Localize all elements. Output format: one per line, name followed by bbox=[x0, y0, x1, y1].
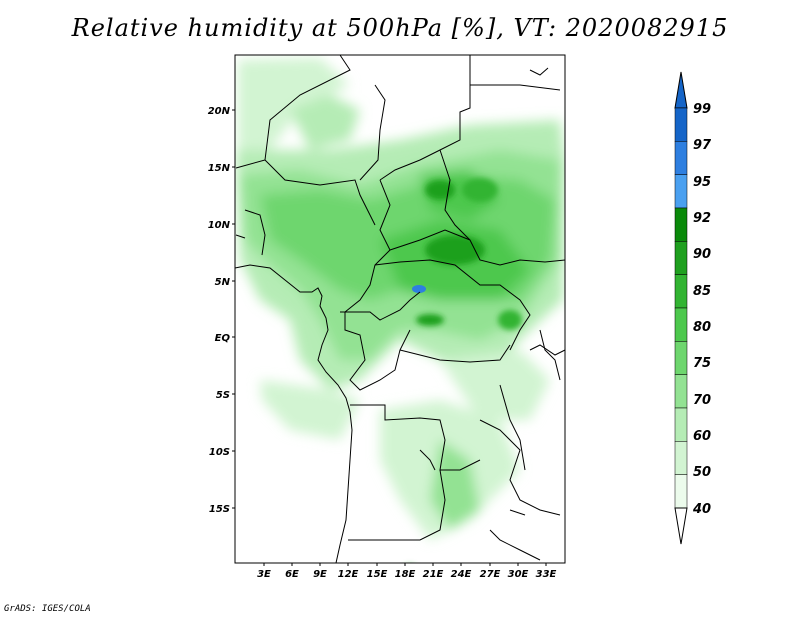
lon-label: 18E bbox=[395, 569, 416, 580]
lon-label: 27E bbox=[480, 569, 501, 580]
lon-label: 24E bbox=[451, 569, 472, 580]
colorbar-cell bbox=[674, 141, 688, 175]
colorbar-label: 40 bbox=[692, 502, 711, 517]
lat-label: 20N bbox=[208, 106, 231, 117]
colorbar-cell bbox=[674, 407, 688, 442]
map-boundaries bbox=[234, 54, 566, 564]
colorbar-cell bbox=[674, 207, 688, 242]
lon-label: 33E bbox=[536, 569, 557, 580]
colorbar-cell bbox=[674, 474, 688, 509]
colorbar-label: 95 bbox=[693, 175, 711, 190]
colorbar-cell bbox=[674, 307, 688, 342]
colorbar-label: 92 bbox=[693, 211, 711, 226]
colorbar-cell bbox=[674, 441, 688, 475]
lon-label: 30E bbox=[508, 569, 529, 580]
colorbar-label: 85 bbox=[693, 284, 711, 299]
colorbar-label: 75 bbox=[693, 356, 711, 371]
colorbar-label: 60 bbox=[693, 429, 711, 444]
lat-label: 5S bbox=[216, 390, 230, 401]
colorbar-label: 50 bbox=[693, 465, 711, 480]
colorbar-cell bbox=[674, 174, 688, 209]
lon-label: 6E bbox=[285, 569, 299, 580]
colorbar-cell bbox=[674, 341, 688, 375]
colorbar-label: 99 bbox=[693, 102, 711, 117]
lat-label: 15S bbox=[209, 504, 230, 515]
lat-label: 15N bbox=[208, 163, 231, 174]
colorbar-cell bbox=[674, 274, 688, 309]
grads-credit: GrADS: IGES/COLA bbox=[4, 604, 91, 614]
lon-label: 21E bbox=[423, 569, 444, 580]
colorbar-cell bbox=[674, 107, 688, 142]
colorbar-cell bbox=[674, 374, 688, 409]
lat-label: 10N bbox=[208, 220, 231, 231]
lon-label: 12E bbox=[338, 569, 359, 580]
colorbar-bottom-arrow bbox=[674, 507, 688, 545]
colorbar-cell bbox=[674, 241, 688, 275]
chart-title: Relative humidity at 500hPa [%], VT: 202… bbox=[71, 14, 729, 42]
lon-label: 15E bbox=[367, 569, 388, 580]
colorbar-label: 70 bbox=[693, 393, 711, 408]
colorbar-label: 97 bbox=[693, 138, 712, 153]
humidity-field bbox=[236, 58, 565, 540]
lon-label: 3E bbox=[257, 569, 271, 580]
lon-axis: 3E 6E 9E 12E 15E 18E 21E 24E 27E 30E 33E bbox=[257, 563, 557, 580]
lon-label: 9E bbox=[313, 569, 327, 580]
lat-label: 10S bbox=[209, 447, 230, 458]
lat-axis: 20N 15N 10N 5N EQ 5S 10S 15S bbox=[208, 106, 235, 515]
colorbar-label: 90 bbox=[693, 247, 711, 262]
colorbar-label: 80 bbox=[693, 320, 711, 335]
lat-label: 5N bbox=[215, 277, 231, 288]
lat-label: EQ bbox=[215, 333, 231, 344]
colorbar: 99 97 95 92 90 85 80 75 70 60 50 40 bbox=[674, 71, 712, 545]
colorbar-top-arrow bbox=[674, 71, 688, 109]
